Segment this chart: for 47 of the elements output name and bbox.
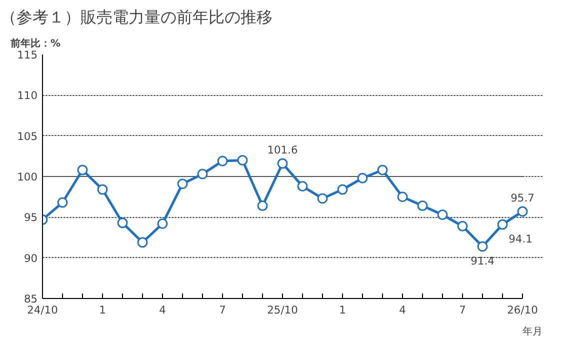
point: [457, 220, 468, 232]
x-tick-label: 1: [99, 304, 106, 316]
y-tick-label: 115: [17, 48, 38, 62]
point: [257, 200, 268, 212]
data-label: 101.6: [267, 143, 298, 156]
x-tick-label: 26/10: [507, 304, 538, 316]
chart-title: （参考１）販売電力量の前年比の推移: [0, 8, 272, 26]
y-axis-title: 前年比：%: [10, 38, 61, 50]
data-label: 94.1: [508, 232, 532, 246]
point: [157, 218, 168, 229]
point: [417, 200, 428, 212]
point: [317, 193, 328, 204]
point: [297, 181, 308, 192]
y-tick-label: 100: [17, 170, 38, 184]
point: [97, 184, 108, 195]
point: [397, 192, 408, 202]
point: [437, 209, 448, 220]
point: [477, 241, 488, 252]
point: [137, 237, 148, 248]
x-tick-label: 25/10: [267, 304, 298, 316]
x-tick-label: 7: [459, 304, 466, 316]
point: [377, 164, 388, 176]
point: [517, 206, 528, 217]
point: [217, 156, 228, 166]
point: [117, 218, 128, 228]
y-tick-label: 110: [17, 89, 38, 102]
x-tick-label: 7: [219, 304, 226, 316]
point: [237, 154, 248, 166]
x-tick-label: 1: [339, 304, 346, 316]
x-tick-label: 4: [399, 304, 406, 316]
point: [197, 168, 208, 180]
point: [277, 158, 288, 169]
data-label: 95.7: [510, 191, 534, 204]
point: [177, 178, 188, 190]
y-tick-label: 95: [24, 211, 38, 224]
point: [77, 164, 88, 176]
x-tick-label: 24/10: [27, 304, 58, 316]
point: [337, 184, 348, 195]
y-tick-label: 105: [17, 130, 38, 143]
y-tick-label: 90: [24, 252, 38, 265]
x-axis-title: 年月: [522, 326, 542, 338]
point: [57, 197, 68, 208]
point: [357, 172, 368, 184]
x-tick-label: 4: [159, 304, 166, 316]
point: [497, 219, 508, 230]
data-label: 91.4: [470, 254, 495, 268]
y-tick-label: 85: [24, 292, 38, 306]
